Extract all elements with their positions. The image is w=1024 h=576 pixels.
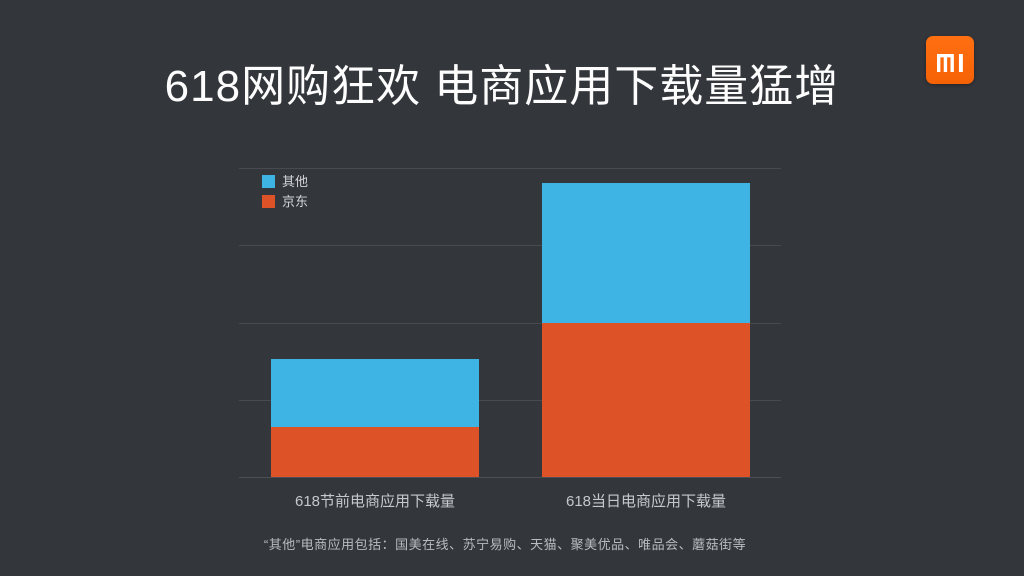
stacked-bar-pre618 <box>271 168 479 477</box>
mi-icon <box>936 49 964 72</box>
legend-swatch-blue <box>262 174 275 188</box>
bar-segment-京东 <box>542 322 750 477</box>
legend: 其他 京东 <box>262 174 308 208</box>
x-axis-label-618day: 618当日电商应用下载量 <box>565 493 727 510</box>
gridline <box>239 168 781 169</box>
page-title: 618网购狂欢 电商应用下载量猛增 <box>164 62 840 111</box>
gridline <box>239 245 781 247</box>
gridline <box>239 322 781 324</box>
x-axis-label-pre618: 618节前电商应用下载量 <box>294 493 456 510</box>
legend-item-jd: 京东 <box>262 194 308 208</box>
legend-label: 其他 <box>282 173 309 189</box>
legend-swatch-orange <box>262 194 275 208</box>
legend-label: 京东 <box>282 193 309 209</box>
gridline <box>239 399 781 401</box>
legend-item-others: 其他 <box>262 174 308 188</box>
xiaomi-logo <box>926 36 974 84</box>
footnote: “其他”电商应用包括：国美在线、苏宁易购、天猫、聚美优品、唯品会、蘑菇街等 <box>263 537 747 552</box>
stacked-bar-618day <box>542 168 750 477</box>
bar-segment-其他 <box>271 358 479 427</box>
bar-segment-京东 <box>271 426 479 477</box>
plot-area <box>239 168 781 478</box>
baseline <box>239 477 781 478</box>
bar-segment-其他 <box>542 182 750 323</box>
